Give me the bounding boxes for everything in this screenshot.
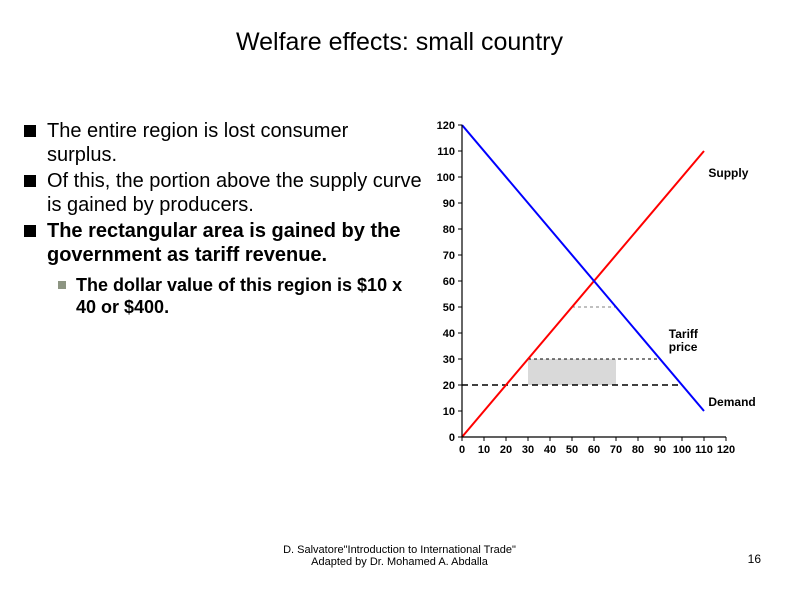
sub-bullet-text: The dollar value of this region is $10 x…	[76, 275, 422, 318]
footer-line-1: D. Salvatore"Introduction to Internation…	[283, 544, 516, 556]
bullet-square-icon	[24, 175, 36, 187]
svg-text:110: 110	[695, 444, 713, 456]
svg-text:0: 0	[459, 444, 465, 456]
svg-text:70: 70	[610, 444, 622, 456]
svg-text:90: 90	[654, 444, 666, 456]
svg-text:50: 50	[443, 302, 455, 314]
svg-text:80: 80	[632, 444, 644, 456]
svg-text:100: 100	[673, 444, 691, 456]
bullet-text: Of this, the portion above the supply cu…	[47, 169, 422, 217]
page-number: 16	[748, 552, 761, 566]
svg-text:10: 10	[443, 406, 455, 418]
sub-bullet-square-icon	[58, 281, 66, 289]
bullet-square-icon	[24, 125, 36, 137]
content-row: The entire region is lost consumer surpl…	[0, 119, 799, 479]
svg-text:50: 50	[566, 444, 578, 456]
footer-citation: D. Salvatore"Introduction to Internation…	[0, 544, 799, 568]
bullet-item: The rectangular area is gained by the go…	[24, 219, 422, 267]
slide-title: Welfare effects: small country	[0, 0, 799, 57]
svg-text:30: 30	[522, 444, 534, 456]
bullet-text: The entire region is lost consumer surpl…	[47, 119, 422, 167]
svg-text:price: price	[669, 340, 698, 354]
svg-text:20: 20	[500, 444, 512, 456]
svg-text:10: 10	[478, 444, 490, 456]
svg-text:20: 20	[443, 380, 455, 392]
svg-text:0: 0	[449, 432, 455, 444]
svg-text:30: 30	[443, 354, 455, 366]
bullet-item: The entire region is lost consumer surpl…	[24, 119, 422, 167]
svg-text:120: 120	[717, 444, 735, 456]
bullet-square-icon	[24, 225, 36, 237]
svg-text:Tariff: Tariff	[669, 327, 699, 341]
footer-line-2: Adapted by Dr. Mohamed A. Abdalla	[311, 556, 488, 568]
svg-text:120: 120	[437, 120, 455, 132]
svg-text:90: 90	[443, 198, 455, 210]
svg-text:80: 80	[443, 224, 455, 236]
svg-text:40: 40	[443, 328, 455, 340]
bullet-text: The rectangular area is gained by the go…	[47, 219, 422, 267]
chart-svg: 0 10 20 30 40 50 60 70 80 90 100 110 120 0 10 20 30 40 50 6…	[422, 119, 792, 479]
svg-text:40: 40	[544, 444, 556, 456]
supply-demand-chart: 0 10 20 30 40 50 60 70 80 90 100 110 120 0 10 20 30 40 50 6…	[422, 119, 792, 479]
bullet-list: The entire region is lost consumer surpl…	[24, 119, 422, 479]
bullet-item: Of this, the portion above the supply cu…	[24, 169, 422, 217]
sub-bullet-item: The dollar value of this region is $10 x…	[24, 275, 422, 318]
svg-text:60: 60	[443, 276, 455, 288]
svg-text:Supply: Supply	[708, 166, 748, 180]
svg-text:70: 70	[443, 250, 455, 262]
svg-text:110: 110	[437, 146, 455, 158]
svg-text:60: 60	[588, 444, 600, 456]
svg-text:Demand: Demand	[708, 395, 755, 409]
svg-text:100: 100	[437, 172, 455, 184]
